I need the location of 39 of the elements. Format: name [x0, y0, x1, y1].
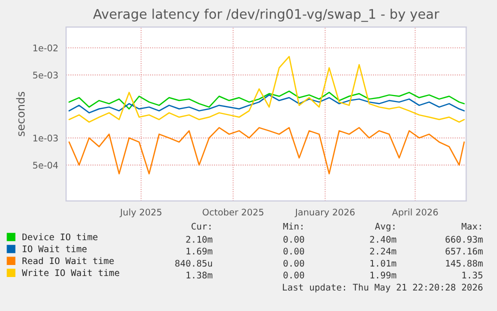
- legend-label: IO Wait time: [22, 245, 87, 252]
- y-axis-title: seconds: [16, 92, 25, 136]
- text: 1.35: [462, 272, 482, 278]
- x-tick-label: October 2025: [202, 208, 264, 216]
- text: 2.10m: [186, 236, 212, 243]
- text: Cur:: [192, 222, 211, 230]
- text: 1.69m: [186, 248, 212, 255]
- text: 0.00: [284, 236, 304, 243]
- text: 657.16m: [446, 248, 483, 255]
- legend-label: Read IO Wait time: [22, 257, 114, 264]
- x-tick-label: April 2026: [392, 208, 438, 218]
- text: 840.85u: [175, 260, 212, 267]
- text: Max:: [462, 222, 481, 230]
- y-tick-label: 1e-03: [33, 134, 58, 142]
- text: 1.38m: [186, 272, 212, 278]
- y-tick-label: 5e-04: [33, 162, 58, 169]
- text: 2.40m: [370, 236, 396, 243]
- text: Last update: Thu May 21 22:20:28 2026: [282, 284, 483, 292]
- text: 0.00: [284, 272, 304, 278]
- line-series: [68, 94, 465, 114]
- y-tick-label: 1e-02: [33, 44, 58, 52]
- text: 0.00: [284, 260, 304, 267]
- text: 1.01m: [370, 260, 396, 267]
- chart-title: Average latency for /dev/ring01-vg/swap_1 - by year: [93, 8, 440, 22]
- x-tick-label: January 2026: [294, 208, 355, 218]
- text: 2.24m: [370, 248, 396, 254]
- text: 660.93m: [446, 236, 483, 243]
- line-series: [68, 90, 465, 110]
- text: 1.99m: [370, 272, 396, 278]
- x-tick-label: July 2025: [120, 208, 162, 218]
- y-tick-label: 5e-03: [33, 72, 58, 79]
- text: 145.88m: [446, 260, 483, 267]
- legend-label: Device IO time: [22, 233, 98, 240]
- line-series: [68, 56, 465, 123]
- text: Min:: [283, 222, 302, 230]
- line-series: [68, 127, 465, 174]
- legend-label: Write IO Wait time: [22, 269, 120, 276]
- text: 0.00: [284, 248, 304, 255]
- text: Avg:: [375, 222, 394, 232]
